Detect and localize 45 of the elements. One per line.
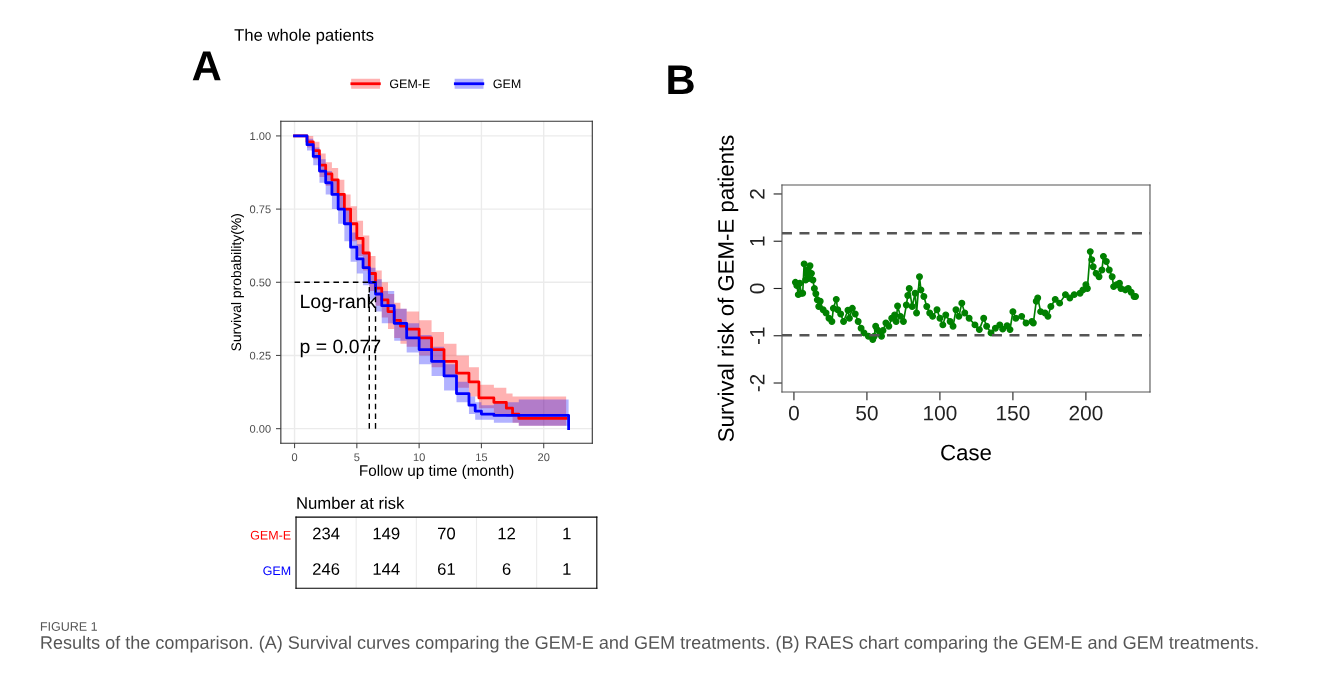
x-tick-label: 15 — [476, 453, 488, 462]
x-tick-label: 10 — [413, 453, 425, 462]
data-label: 246 — [313, 563, 340, 575]
text: A — [192, 51, 221, 81]
data-label: 61 — [438, 563, 455, 575]
data-label: 12 — [498, 527, 516, 540]
y-tick-label: -2 — [749, 374, 765, 392]
y-tick-label: 0.50 — [249, 278, 271, 287]
y-tick-label: 1.00 — [250, 132, 271, 141]
x-tick-label: 150 — [997, 405, 1030, 421]
y-axis-title: Survival probability(%) — [230, 214, 244, 351]
x-tick-label: 50 — [856, 405, 878, 421]
y-tick-label: -1 — [750, 327, 765, 345]
x-tick-label: 5 — [354, 453, 360, 462]
x-tick-label: 200 — [1069, 405, 1103, 421]
legend-label: GEM-E — [389, 79, 430, 89]
x-tick-label: 20 — [538, 453, 550, 462]
x-axis-title: Follow up time (month) — [360, 464, 514, 479]
data-label: 1 — [563, 563, 571, 575]
x-tick-label: 100 — [924, 405, 957, 421]
data-label: 70 — [438, 527, 456, 540]
y-axis-title: Survival risk of GEM-E patients — [717, 135, 739, 442]
data-label: 6 — [502, 563, 511, 575]
data-label: 1 — [563, 527, 571, 540]
y-tick-label: 0.75 — [249, 205, 271, 214]
annotation: p = 0.077 — [300, 339, 381, 358]
y-tick-label: 2 — [749, 189, 765, 199]
y-tick-label: GEM-E — [250, 530, 291, 540]
chart-title: Number at risk — [297, 496, 405, 509]
x-tick-label: 0 — [291, 453, 298, 462]
annotation: Log-rank — [301, 293, 377, 313]
x-axis-title: Case — [941, 444, 991, 461]
data-label: 144 — [373, 563, 400, 575]
legend-label: GEM — [493, 79, 521, 89]
x-tick-label: 0 — [788, 405, 799, 421]
chart-title: The whole patients — [234, 28, 374, 45]
data-label: 234 — [313, 527, 340, 540]
y-tick-label: 0.00 — [249, 424, 271, 433]
text: Results of the comparison. (A) Survival curves comparing the GEM-E and GEM treatments. (B) RAES chart comparing the GEM-E and GEM treatments. — [41, 635, 1258, 653]
caption: FIGURE 1 — [40, 622, 97, 631]
y-tick-label: 1 — [750, 236, 765, 246]
y-tick-label: 0.25 — [249, 351, 271, 360]
y-tick-label: 0 — [749, 283, 765, 294]
data-label: 149 — [373, 527, 400, 540]
text: B — [668, 65, 694, 95]
